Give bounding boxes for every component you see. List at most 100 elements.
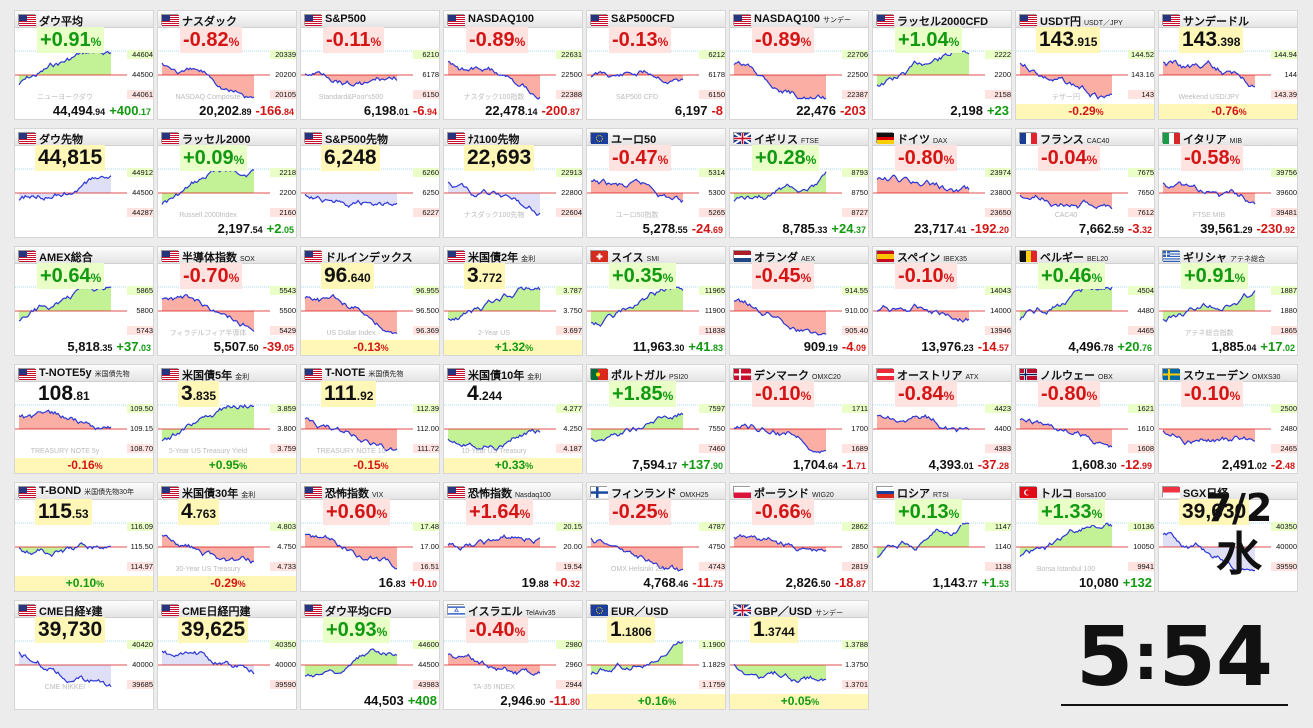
market-tile[interactable]: イタリア MIB 39756 39600 39481 FTSE MIB 39,561.29-… bbox=[1158, 128, 1298, 238]
change-decimal: .20 bbox=[996, 225, 1009, 235]
market-tile[interactable]: AMEX総合 5865 5800 5743 5,818.35 +37.03 +0.64% bbox=[14, 246, 154, 356]
market-tile[interactable]: NASDAQ100 22631 22500 22388 ナスダック100指数 22,478… bbox=[443, 10, 583, 120]
level-label: 1147 bbox=[995, 522, 1011, 531]
market-tile[interactable]: T-BOND 米国債先物30年 116.09 115.50 114.97 +0.10% 11… bbox=[14, 482, 154, 592]
market-tile[interactable]: ノルウェー OBX 1621 1610 1608 1,608.30 -12.99 -0.80% bbox=[1015, 364, 1155, 474]
tile-footer bbox=[15, 694, 153, 709]
mini-chart: 5865 5800 5743 bbox=[15, 265, 153, 343]
market-tile[interactable]: T-NOTE5y 米国債先物 109.50 109.15 108.70 TREASURY … bbox=[14, 364, 154, 474]
level-label: 2200 bbox=[994, 70, 1011, 79]
market-tile[interactable]: フランス CAC40 7675 7650 7612 CAC40 7,662.59 -3.32-… bbox=[1015, 128, 1155, 238]
market-tile[interactable]: 米国債5年 金利 3.859 3.800 3.759 5-Year US Treasury… bbox=[157, 364, 297, 474]
change-decimal: .32 bbox=[567, 579, 580, 589]
market-tile[interactable]: トルコ Borsa100 10136 10050 9941 Borsa Istanbul … bbox=[1015, 482, 1155, 592]
level-label: 6150 bbox=[708, 90, 725, 99]
market-tile[interactable]: 米国債2年 金利 3.787 3.750 3.697 2-Year US +1.32% 3.7… bbox=[443, 246, 583, 356]
market-tile[interactable]: ダウ平均 44604 44500 44061 ニューヨークダウ 44,494.94 +400… bbox=[14, 10, 154, 120]
market-tile[interactable]: ポルトガル PSI20 7597 7550 7460 7,594.17 +137.90 +1.… bbox=[586, 364, 726, 474]
pct-value: +1.32 bbox=[494, 340, 526, 354]
market-tile[interactable]: GBP／USD サンデー 1.3788 1.3750 1.3701 +0.05% 1.374… bbox=[729, 600, 869, 710]
level-label: 2850 bbox=[851, 542, 868, 551]
market-tile[interactable]: イスラエル TelAviv35 2980 2960 2944 TA-35 INDEX 2,9… bbox=[443, 600, 583, 710]
mini-chart-svg: 4423 4400 4383 bbox=[873, 404, 1011, 453]
market-tile[interactable]: USDT円 USDT／JPY 144.52 143.16 143 テザー円 -0.29% 14… bbox=[1015, 10, 1155, 120]
market-tile[interactable]: ドイツ DAX 23974 23800 23650 23,717.41 -192.20 -0.… bbox=[872, 128, 1012, 238]
market-tile[interactable]: ロシア RTSI 1147 1140 1138 1,143.77 +1.53 +0.13% bbox=[872, 482, 1012, 592]
market-tile[interactable]: サンデードル 144.94 144 143.39 Weekend USD/JPY -0.7… bbox=[1158, 10, 1298, 120]
market-tile[interactable]: スイス SMI 11965 11900 11838 11,963.30 +41.83 +0.3… bbox=[586, 246, 726, 356]
market-tile[interactable]: ダウ平均CFD 44600 44500 43983 44,503 +408 +0.93% bbox=[300, 600, 440, 710]
market-tile[interactable]: スペイン IBEX35 14043 14000 13946 13,976.23 -14.57… bbox=[872, 246, 1012, 356]
market-tile[interactable]: ナスダック 20339 20200 20105 NASDAQ Composite 20,2… bbox=[157, 10, 297, 120]
market-tile[interactable]: T-NOTE 米国債先物 112.39 112.00 111.72 TREASURY NO… bbox=[300, 364, 440, 474]
market-tile[interactable]: 半導体指数 SOX 5543 5500 5429 フィラデルフィア半導体 5,507.50-… bbox=[157, 246, 297, 356]
chart-watermark: 5-Year US Treasury Yield bbox=[169, 448, 247, 455]
market-tile[interactable]: オーストリア ATX 4423 4400 4383 4,393.01 -37.28 -0.84… bbox=[872, 364, 1012, 474]
market-tile[interactable]: ラッセル2000 2218 2200 2160 Russell 2000Index 2,1… bbox=[157, 128, 297, 238]
tile-name: T-NOTE5y 米国債先物 bbox=[39, 367, 130, 379]
chart-area bbox=[448, 429, 540, 451]
level-label: 8750 bbox=[851, 188, 868, 197]
market-tile[interactable]: ポーランド WIG20 2862 2850 2819 2,826.50 -18.87 -0.6… bbox=[729, 482, 869, 592]
flag-icon bbox=[161, 604, 179, 616]
market-tile[interactable]: ラッセル2000CFD 2222 2200 2158 2,198 +23 +1.04% bbox=[872, 10, 1012, 120]
change-decimal: .05 bbox=[281, 225, 294, 235]
market-tile[interactable]: S&P500CFD 6212 6178 6150 S&P500 CFD 6,197 -8 -0… bbox=[586, 10, 726, 120]
pct-value: +0.16 bbox=[637, 694, 669, 708]
market-tile[interactable]: CME日経¥建 40420 40000 39685 CME NIKKEI 39,730 bbox=[14, 600, 154, 710]
price: 3.835 bbox=[178, 381, 220, 407]
change-decimal: .05 bbox=[281, 343, 294, 353]
level-label: 6178 bbox=[422, 70, 439, 79]
change-decimal: .99 bbox=[1139, 461, 1152, 471]
market-tile[interactable]: イギリス FTSE 8793 8750 8727 8,785.33 +24.37 +0.28% bbox=[729, 128, 869, 238]
price-change: -192.20 bbox=[970, 221, 1009, 236]
price-main: 96 bbox=[324, 264, 348, 287]
market-tile[interactable]: ﾅｽ100先物 22913 22800 22604 ナスダック100先物 22,693 bbox=[443, 128, 583, 238]
market-tile[interactable]: SGX日経 40350 40000 39590 39,630 bbox=[1158, 482, 1298, 592]
pct-change: +0.46% bbox=[1038, 263, 1106, 289]
market-tile[interactable]: デンマーク OMXC20 1711 1700 1689 1,704.64 -1.71 -0.1… bbox=[729, 364, 869, 474]
market-tile[interactable]: ダウ先物 44912 44500 44287 44,815 bbox=[14, 128, 154, 238]
market-tile[interactable]: ギリシャ アテネ総合 1887 1880 1865 アテネ総合指数 1,885.04 +17.… bbox=[1158, 246, 1298, 356]
market-tile[interactable]: 恐怖指数 Nasdaq100 20.15 20.00 19.54 19.88 +0.32 +1… bbox=[443, 482, 583, 592]
tile-footer: 1,143.77 +1.53 bbox=[873, 575, 1011, 591]
change-main: -192 bbox=[970, 221, 997, 236]
market-tile[interactable]: 米国債10年 金利 4.277 4.250 4.187 10-Year US Treasu… bbox=[443, 364, 583, 474]
change-main: +37 bbox=[116, 339, 139, 354]
chart-line bbox=[18, 175, 112, 201]
market-tile[interactable]: ベルギー BEL20 4504 4480 4465 4,496.78 +20.76 +0.46… bbox=[1015, 246, 1155, 356]
market-tile[interactable]: NASDAQ100 サンデー 22706 22500 22387 22,476 -203 -0… bbox=[729, 10, 869, 120]
level-bg bbox=[985, 50, 1011, 59]
market-tile[interactable]: スウェーデン OMXS30 2500 2480 2465 2,491.02 -2.48 -0.… bbox=[1158, 364, 1298, 474]
price-decimal: .640 bbox=[347, 271, 371, 285]
price-main: 23,717 bbox=[914, 221, 954, 236]
tile-name: ユーロ50 bbox=[611, 131, 656, 147]
market-tile[interactable]: フィンランド OMXH25 4787 4750 4743 OMX Helsinki 25 4… bbox=[586, 482, 726, 592]
market-tile[interactable]: EUR／USD 1.1900 1.1829 1.1759 +0.16% 1.1806 bbox=[586, 600, 726, 710]
mini-chart-svg: 20.15 20.00 19.54 bbox=[444, 522, 582, 571]
tile-name: USDT円 USDT／JPY bbox=[1040, 13, 1123, 29]
flag-icon bbox=[590, 604, 608, 616]
tile-name-text: NASDAQ100 bbox=[754, 13, 821, 25]
price-decimal: .14 bbox=[524, 107, 538, 117]
price-main: 22,478 bbox=[485, 103, 525, 118]
market-tile[interactable]: S&P500 6210 6178 6150 Standard&Poor's500 6,19… bbox=[300, 10, 440, 120]
level-label: 40000 bbox=[132, 660, 153, 669]
level-label: 1689 bbox=[851, 444, 868, 453]
market-tile[interactable]: 米国債30年 金利 4.803 4.750 4.733 30-Year US Treasu… bbox=[157, 482, 297, 592]
market-tile[interactable]: 恐怖指数 VIX 17.48 17.00 16.51 16.83 +0.10 +0.60% bbox=[300, 482, 440, 592]
market-tile[interactable]: ドルインデックス 96.955 96.500 96.369 US Dollar Inde… bbox=[300, 246, 440, 356]
market-tile[interactable]: オランダ AEX 914.55 910.00 905.40 909.19 -4.09 -0.4… bbox=[729, 246, 869, 356]
market-tile[interactable]: ユーロ50 5314 5300 5265 ユーロ50指数 5,278.55 -24.69 -0… bbox=[586, 128, 726, 238]
tile-name-text: ラッセル2000 bbox=[182, 134, 251, 146]
market-tile[interactable]: S&P500先物 6260 6250 6227 6,248 bbox=[300, 128, 440, 238]
chart-area bbox=[877, 523, 969, 558]
market-tile[interactable]: CME日経円建 40350 40000 39590 39,625 bbox=[157, 600, 297, 710]
price-decimal: .89 bbox=[238, 107, 252, 117]
change-main: -203 bbox=[839, 103, 866, 118]
tile-footer: 2,946.90 -11.80 bbox=[444, 693, 582, 709]
tile-name-text: ユーロ50 bbox=[611, 134, 657, 146]
change-main: +17 bbox=[1260, 339, 1283, 354]
tile-name-text: 恐怖指数 bbox=[468, 488, 512, 500]
price-main: 19 bbox=[521, 575, 537, 590]
